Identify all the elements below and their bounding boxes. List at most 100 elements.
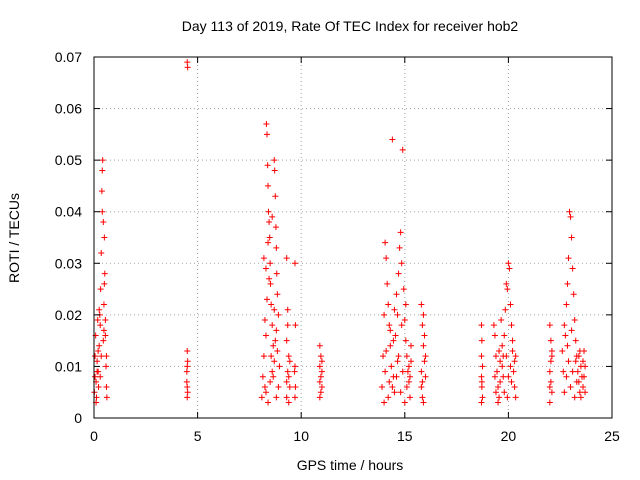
data-point xyxy=(396,244,403,251)
data-point xyxy=(283,378,290,385)
data-point xyxy=(507,363,514,370)
data-point xyxy=(100,301,107,308)
data-point xyxy=(103,353,110,360)
data-point xyxy=(184,363,191,370)
data-point xyxy=(92,373,99,380)
data-point xyxy=(184,389,191,396)
data-point xyxy=(272,193,279,200)
data-point xyxy=(501,332,508,339)
x-tick-label: 5 xyxy=(194,428,202,444)
data-point xyxy=(505,260,512,267)
data-point xyxy=(264,131,271,138)
data-point xyxy=(491,373,498,380)
data-point xyxy=(418,384,425,391)
data-point xyxy=(262,332,269,339)
data-point xyxy=(566,208,573,215)
data-point xyxy=(264,162,271,169)
data-point xyxy=(284,368,291,375)
data-point xyxy=(490,322,497,329)
data-point xyxy=(577,363,584,370)
data-point xyxy=(510,368,517,375)
data-point xyxy=(381,399,388,406)
data-point xyxy=(563,373,570,380)
data-point xyxy=(547,358,554,365)
data-point xyxy=(492,389,499,396)
x-tick-label: 20 xyxy=(501,428,517,444)
data-point xyxy=(316,342,323,349)
data-point xyxy=(98,353,105,360)
data-point xyxy=(405,363,412,370)
data-point xyxy=(395,270,402,277)
data-point xyxy=(263,121,270,128)
y-tick-label: 0.04 xyxy=(55,204,82,220)
x-tick-label: 0 xyxy=(90,428,98,444)
data-point xyxy=(500,353,507,360)
data-point xyxy=(500,373,507,380)
data-point xyxy=(422,353,429,360)
data-point xyxy=(386,378,393,385)
data-point xyxy=(569,368,576,375)
data-point xyxy=(576,347,583,354)
data-point xyxy=(271,167,278,174)
data-point xyxy=(418,301,425,308)
axis-ticks xyxy=(93,56,613,419)
data-point xyxy=(384,280,391,287)
data-point xyxy=(546,322,553,329)
data-point xyxy=(421,358,428,365)
data-point xyxy=(568,327,575,334)
data-point xyxy=(501,389,508,396)
data-point xyxy=(99,157,106,164)
data-point xyxy=(546,384,553,391)
data-point xyxy=(571,394,578,401)
data-point xyxy=(492,353,499,360)
data-point xyxy=(509,347,516,354)
data-point xyxy=(399,368,406,375)
data-point xyxy=(560,368,567,375)
data-point xyxy=(404,368,411,375)
data-point xyxy=(479,363,486,370)
data-point xyxy=(273,327,280,334)
data-point xyxy=(98,249,105,256)
data-point xyxy=(420,311,427,318)
data-point xyxy=(511,358,518,365)
data-point xyxy=(101,270,108,277)
data-point xyxy=(579,384,586,391)
data-point xyxy=(383,347,390,354)
y-tick-label: 0.03 xyxy=(55,255,82,271)
y-tick-label: 0.06 xyxy=(55,101,82,117)
data-point xyxy=(577,394,584,401)
data-point xyxy=(392,332,399,339)
data-point xyxy=(265,182,272,189)
data-point xyxy=(102,317,109,324)
data-point xyxy=(547,378,554,385)
data-point xyxy=(388,363,395,370)
data-point xyxy=(478,399,485,406)
data-point xyxy=(317,389,324,396)
data-point xyxy=(496,394,503,401)
data-point xyxy=(184,64,191,71)
x-tick-label: 15 xyxy=(397,428,413,444)
data-point xyxy=(546,368,553,375)
data-point xyxy=(565,255,572,262)
data-point xyxy=(292,384,299,391)
data-point xyxy=(284,306,291,313)
data-point xyxy=(97,373,104,380)
data-point xyxy=(575,353,582,360)
data-point xyxy=(512,394,519,401)
data-point xyxy=(291,394,298,401)
data-point xyxy=(478,384,485,391)
data-series-hob2 xyxy=(91,59,589,406)
data-point xyxy=(265,208,272,215)
data-point xyxy=(97,322,104,329)
data-point xyxy=(499,363,506,370)
chart-title: Day 113 of 2019, Rate Of TEC Index for r… xyxy=(182,18,519,34)
data-point xyxy=(286,358,293,365)
data-point xyxy=(398,322,405,329)
data-point xyxy=(495,384,502,391)
data-point xyxy=(401,317,408,324)
data-point xyxy=(400,286,407,293)
data-point xyxy=(270,373,277,380)
data-point xyxy=(498,317,505,324)
data-point xyxy=(419,322,426,329)
